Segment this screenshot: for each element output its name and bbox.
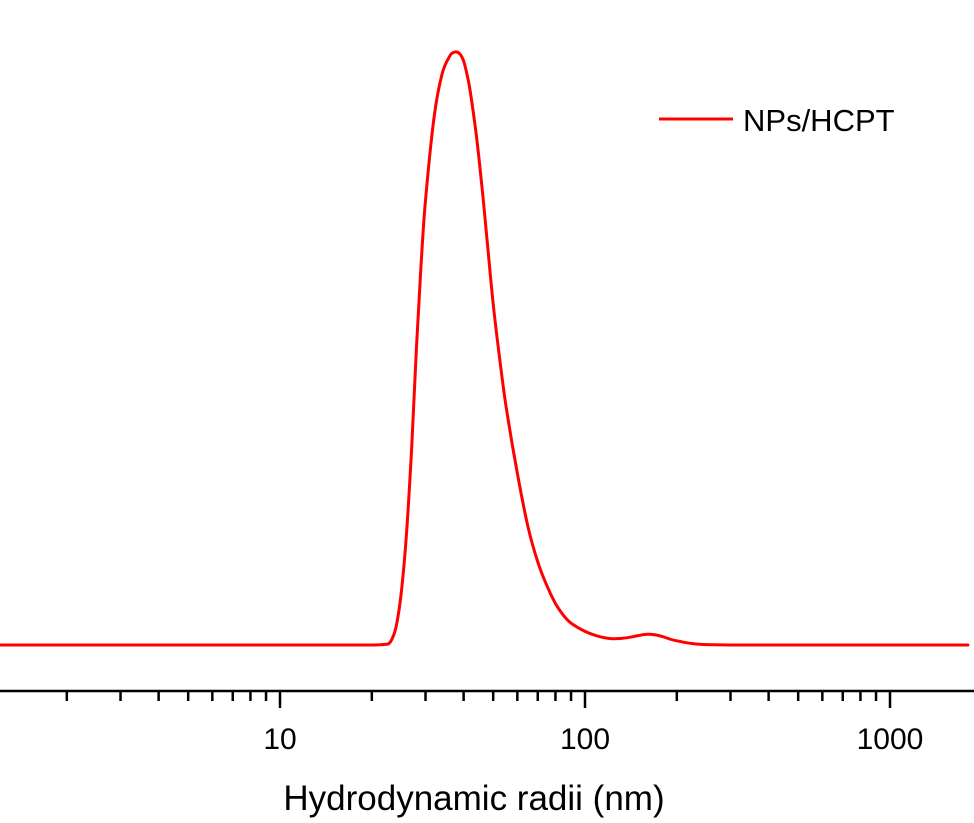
x-tick-label: 10 xyxy=(263,723,296,756)
x-tick-label: 100 xyxy=(560,723,610,756)
x-axis-ticks xyxy=(65,691,892,708)
series-line-nps-hcpt xyxy=(0,50,970,647)
x-axis-tick-labels: 10 100 1000 xyxy=(263,723,923,756)
legend: NPs/HCPT xyxy=(659,103,895,138)
legend-label-nps-hcpt: NPs/HCPT xyxy=(743,103,895,138)
x-tick-label: 1000 xyxy=(857,723,924,756)
x-axis-title: Hydrodynamic radii (nm) xyxy=(283,779,664,818)
